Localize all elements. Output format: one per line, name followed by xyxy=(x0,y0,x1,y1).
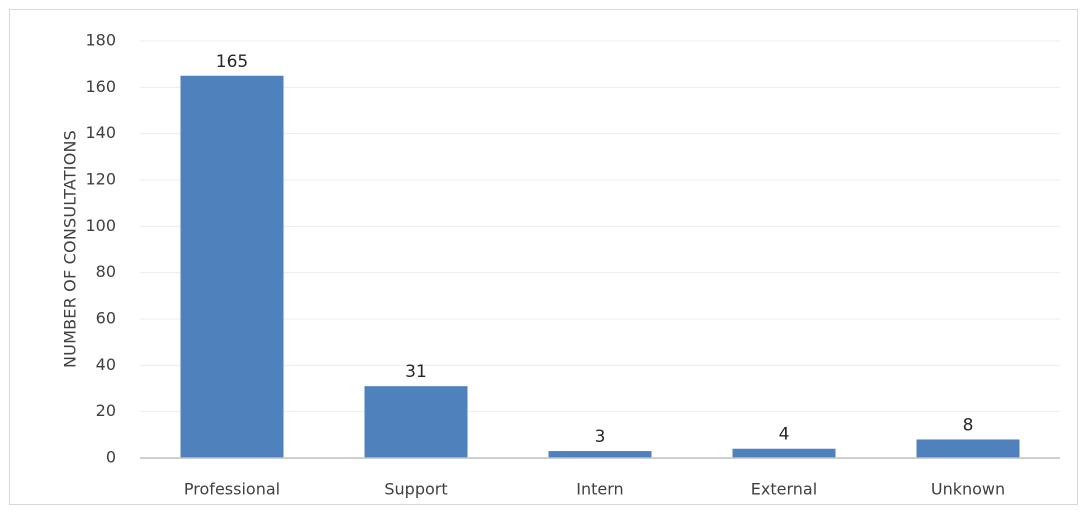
y-tick-label: 160 xyxy=(85,77,116,96)
x-tick-label-intern: Intern xyxy=(576,480,623,499)
bar-professional xyxy=(180,75,284,458)
y-tick-label: 100 xyxy=(85,216,116,235)
data-label-external: 4 xyxy=(779,425,790,445)
y-tick-label: 140 xyxy=(85,123,116,142)
x-tick-label-support: Support xyxy=(384,480,447,499)
gridlines xyxy=(140,40,1060,413)
y-tick-label: 20 xyxy=(96,401,116,420)
y-tick-label: 120 xyxy=(85,170,116,189)
y-tick-label: 80 xyxy=(96,262,116,281)
data-labels: 165 31 3 4 8 xyxy=(216,52,974,447)
data-label-intern: 3 xyxy=(595,427,606,447)
y-axis-title: NUMBER OF CONSULTATIONS xyxy=(61,130,80,368)
data-label-professional: 165 xyxy=(216,52,248,72)
bar-unknown xyxy=(916,439,1020,458)
x-axis-ticks: Professional Support Intern External Unknown xyxy=(184,480,1005,499)
bars xyxy=(180,75,1020,458)
y-axis-ticks: 0 20 40 60 80 100 120 140 160 180 xyxy=(85,31,116,467)
bar-external xyxy=(732,448,836,458)
bar-intern xyxy=(548,451,652,458)
data-label-support: 31 xyxy=(405,362,427,382)
y-tick-label: 180 xyxy=(85,31,116,50)
bar-support xyxy=(364,386,468,458)
x-tick-label-professional: Professional xyxy=(184,480,280,499)
y-tick-label: 60 xyxy=(96,309,116,328)
data-label-unknown: 8 xyxy=(963,415,974,435)
x-tick-label-external: External xyxy=(751,480,817,499)
y-tick-label: 40 xyxy=(96,355,116,374)
y-tick-label: 0 xyxy=(106,448,116,467)
x-tick-label-unknown: Unknown xyxy=(931,480,1005,499)
